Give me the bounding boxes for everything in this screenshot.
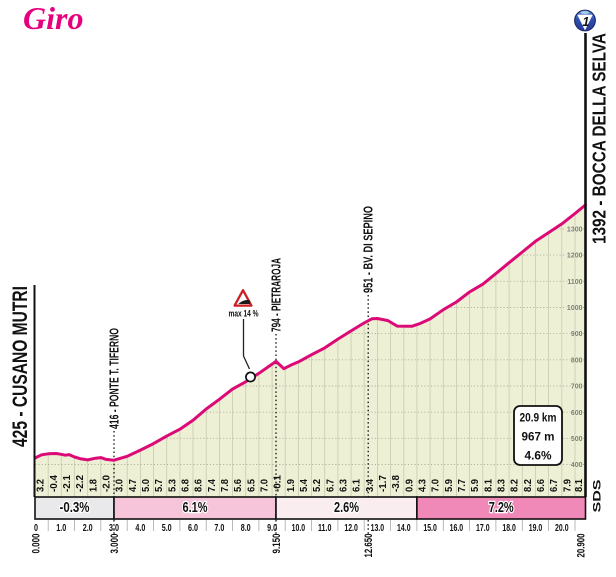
svg-text:6.6: 6.6 — [536, 479, 547, 492]
svg-text:5.0: 5.0 — [141, 479, 152, 492]
svg-text:0.000: 0.000 — [31, 534, 43, 554]
svg-text:3.0: 3.0 — [115, 479, 126, 492]
svg-text:1.9: 1.9 — [286, 479, 297, 492]
svg-text:6.1%: 6.1% — [183, 500, 208, 516]
svg-text:6.1: 6.1 — [352, 479, 363, 492]
svg-text:3.000: 3.000 — [109, 534, 121, 554]
svg-text:800: 800 — [571, 357, 583, 364]
svg-text:1392 - BOCCA DELLA SELVA: 1392 - BOCCA DELLA SELVA — [590, 33, 610, 244]
svg-text:16.0: 16.0 — [450, 522, 464, 534]
svg-text:3.0: 3.0 — [109, 522, 119, 534]
svg-text:5.6: 5.6 — [233, 479, 244, 492]
svg-text:5.4: 5.4 — [299, 479, 310, 492]
svg-text:967 m: 967 m — [522, 430, 555, 444]
svg-text:8.6: 8.6 — [194, 479, 205, 492]
svg-text:8.0: 8.0 — [241, 522, 251, 534]
svg-text:6.0: 6.0 — [188, 522, 198, 534]
svg-text:19.0: 19.0 — [529, 522, 543, 534]
svg-text:7.0: 7.0 — [259, 479, 270, 492]
svg-text:400: 400 — [571, 462, 583, 469]
svg-text:-0.3%: -0.3% — [60, 500, 90, 516]
svg-text:10.0: 10.0 — [292, 522, 306, 534]
svg-text:6.7: 6.7 — [549, 479, 560, 492]
svg-text:8.3: 8.3 — [497, 479, 508, 492]
svg-text:0: 0 — [34, 522, 38, 534]
svg-text:0.9: 0.9 — [404, 479, 415, 492]
svg-text:6.7: 6.7 — [325, 479, 336, 492]
svg-text:6.8: 6.8 — [180, 479, 191, 492]
svg-text:9.0: 9.0 — [267, 522, 277, 534]
svg-text:-2.0: -2.0 — [101, 475, 112, 492]
svg-text:7.0: 7.0 — [214, 522, 224, 534]
svg-text:5.7: 5.7 — [154, 479, 165, 492]
svg-text:6.3: 6.3 — [338, 479, 349, 492]
svg-text:600: 600 — [571, 410, 583, 417]
svg-text:18.0: 18.0 — [502, 522, 516, 534]
svg-text:13.0: 13.0 — [371, 522, 385, 534]
svg-text:4.3: 4.3 — [418, 479, 429, 492]
svg-text:8.2: 8.2 — [523, 479, 534, 492]
svg-text:5.0: 5.0 — [162, 522, 172, 534]
svg-text:4.7: 4.7 — [128, 479, 139, 492]
svg-text:-0.1: -0.1 — [273, 475, 284, 492]
svg-text:700: 700 — [571, 384, 583, 391]
svg-text:12.650: 12.650 — [363, 534, 375, 558]
svg-text:17.0: 17.0 — [476, 522, 490, 534]
svg-text:7.2%: 7.2% — [489, 500, 514, 516]
svg-text:12.0: 12.0 — [344, 522, 358, 534]
svg-text:8.1: 8.1 — [574, 479, 585, 492]
svg-text:7.4: 7.4 — [207, 479, 218, 492]
svg-text:3.4: 3.4 — [365, 479, 376, 492]
svg-text:1100: 1100 — [567, 279, 582, 286]
svg-text:-3.8: -3.8 — [391, 475, 402, 492]
svg-text:9.150: 9.150 — [271, 534, 283, 554]
svg-text:951 - BV. DI SEPINO: 951 - BV. DI SEPINO — [362, 206, 376, 293]
svg-text:3.2: 3.2 — [36, 479, 47, 492]
svg-text:5.9: 5.9 — [470, 479, 481, 492]
svg-text:7.8: 7.8 — [220, 479, 231, 492]
svg-text:-1.7: -1.7 — [378, 475, 389, 492]
svg-text:-2.1: -2.1 — [62, 475, 73, 492]
svg-text:8.1: 8.1 — [483, 479, 494, 492]
svg-text:7.9: 7.9 — [562, 479, 573, 492]
svg-text:14.0: 14.0 — [397, 522, 411, 534]
svg-text:-2.2: -2.2 — [75, 475, 86, 492]
svg-text:max 14 %: max 14 % — [229, 309, 259, 319]
svg-text:1000: 1000 — [567, 305, 583, 312]
svg-text:5.3: 5.3 — [167, 479, 178, 492]
svg-text:8.2: 8.2 — [510, 479, 521, 492]
svg-text:900: 900 — [571, 331, 583, 338]
svg-text:1.0: 1.0 — [56, 522, 66, 534]
svg-text:416 - PONTE T. TIFERNO: 416 - PONTE T. TIFERNO — [107, 328, 121, 429]
svg-text:794 - PIETRAROJA: 794 - PIETRAROJA — [269, 258, 283, 332]
svg-text:2.6%: 2.6% — [334, 500, 359, 516]
svg-text:-0.4: -0.4 — [49, 475, 60, 492]
svg-text:5.9: 5.9 — [444, 479, 455, 492]
svg-text:1200: 1200 — [567, 253, 583, 260]
svg-text:2.0: 2.0 — [83, 522, 93, 534]
svg-text:1.8: 1.8 — [88, 479, 99, 492]
svg-text:7.7: 7.7 — [457, 479, 468, 492]
svg-text:20.900: 20.900 — [576, 534, 588, 558]
svg-text:20.0: 20.0 — [555, 522, 569, 534]
svg-text:1: 1 — [582, 15, 589, 29]
svg-text:4.6%: 4.6% — [525, 449, 552, 463]
svg-text:SDS: SDS — [592, 480, 604, 513]
svg-text:1300: 1300 — [567, 227, 583, 234]
svg-text:11.0: 11.0 — [318, 522, 332, 534]
svg-text:500: 500 — [571, 436, 583, 443]
svg-text:7.0: 7.0 — [431, 479, 442, 492]
svg-text:Giro: Giro — [23, 0, 83, 36]
svg-text:5.2: 5.2 — [312, 479, 323, 492]
svg-text:425 - CUSANO MUTRI: 425 - CUSANO MUTRI — [8, 286, 32, 447]
svg-text:20.9 km: 20.9 km — [520, 411, 557, 425]
svg-text:6.5: 6.5 — [246, 479, 257, 492]
svg-text:4.0: 4.0 — [135, 522, 145, 534]
svg-text:15.0: 15.0 — [423, 522, 437, 534]
